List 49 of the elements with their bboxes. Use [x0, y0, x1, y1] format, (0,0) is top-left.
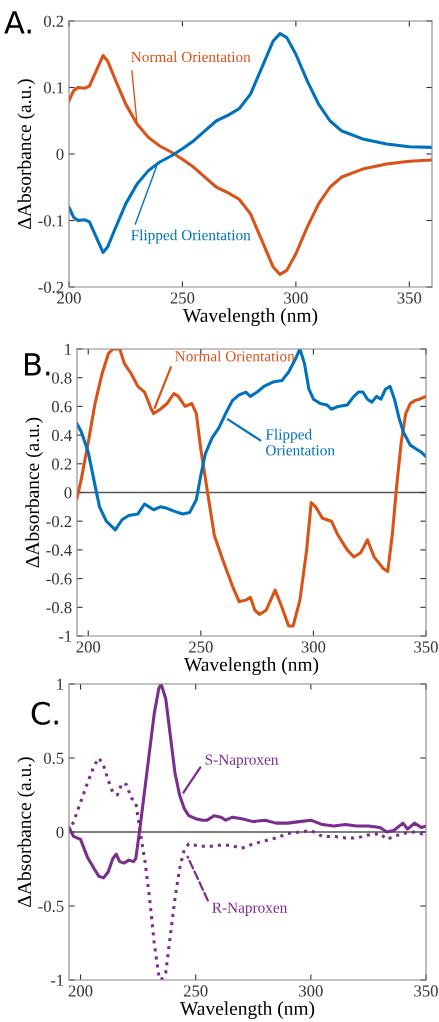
- annotation: S-Naproxen: [205, 754, 279, 768]
- x-tick-label: 250: [183, 985, 208, 997]
- y-axis-title: ΔAbsorbance (a.u.): [25, 417, 43, 568]
- y-axis-title: ΔAbsorbance (a.u.): [17, 757, 35, 907]
- x-axis-title: Wavelength (nm): [183, 308, 318, 327]
- y-tick-label: 0.2: [43, 15, 64, 28]
- y-tick-label: -0.1: [38, 215, 64, 227]
- x-tick-label: 350: [397, 292, 422, 304]
- y-tick-label: 1: [57, 678, 64, 690]
- text: C.: [31, 701, 58, 725]
- x-tick-label: 200: [57, 292, 81, 304]
- x-axis-title: Wavelength (nm): [184, 657, 319, 676]
- x-tick-label: 200: [76, 641, 101, 653]
- annotation: Flipped Orientation: [131, 229, 251, 244]
- text: A.: [4, 11, 31, 34]
- y-tick-label: 0: [64, 487, 72, 499]
- x-axis-title: Wavelength (nm): [180, 1001, 315, 1020]
- y-tick-label: 0: [56, 148, 64, 160]
- y-tick-label: 0.5: [43, 752, 64, 765]
- x-tick-label: 250: [189, 641, 213, 653]
- y-tick-label: -0.4: [46, 544, 72, 556]
- y-tick-label: 0.6: [51, 401, 72, 413]
- y-tick-label: -1: [50, 974, 64, 986]
- annotation: R-Naproxen: [212, 902, 288, 916]
- text: B.: [25, 353, 50, 376]
- annotation: Normal Orientation: [175, 350, 295, 362]
- y-tick-label: 0.2: [51, 458, 72, 470]
- y-axis-title: ΔAbsorbance (a.u.): [17, 79, 35, 229]
- y-tick-label: -0.6: [46, 573, 72, 585]
- y-tick-label: -1: [58, 630, 72, 642]
- line-series: [69, 32, 432, 254]
- x-tick-label: 350: [414, 985, 438, 997]
- annotation: Normal Orientation: [131, 51, 251, 63]
- x-tick-label: 300: [284, 292, 308, 304]
- y-tick-label: -0.2: [38, 281, 64, 294]
- x-tick-label: 200: [68, 985, 93, 997]
- y-tick-label: -0.5: [38, 900, 64, 913]
- y-tick-label: 0.8: [51, 372, 72, 384]
- x-tick-label: 250: [170, 292, 195, 304]
- y-tick-label: -0.8: [46, 602, 72, 614]
- y-tick-label: 1: [65, 343, 72, 355]
- x-tick-label: 300: [301, 641, 326, 653]
- x-tick-label: 300: [299, 985, 323, 997]
- y-tick-label: 0.1: [43, 82, 64, 94]
- y-tick-label: 0.4: [51, 429, 72, 442]
- annotation: Flipped Orientation: [265, 428, 335, 456]
- y-tick-label: -0.2: [46, 515, 72, 528]
- x-tick-label: 350: [414, 641, 438, 653]
- y-tick-label: 0: [56, 826, 64, 838]
